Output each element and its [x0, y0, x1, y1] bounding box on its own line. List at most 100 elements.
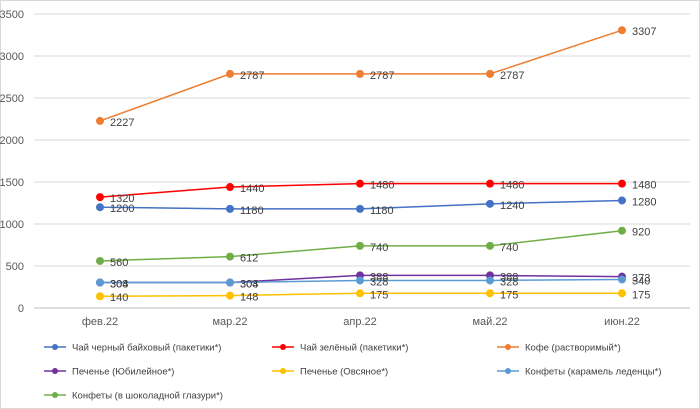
data-point: [356, 179, 364, 188]
data-point: [226, 291, 234, 300]
data-label: 1480: [632, 180, 656, 192]
data-point: [356, 276, 364, 285]
data-point: [618, 226, 626, 235]
data-point: [356, 241, 364, 250]
data-point: [486, 179, 494, 188]
y-tick-label: 2000: [0, 135, 24, 147]
x-tick-label: май.22: [472, 316, 507, 328]
data-label: 304: [240, 278, 258, 290]
gridlines: [34, 13, 690, 309]
data-label: 1480: [370, 180, 394, 192]
data-label: 920: [632, 227, 650, 239]
data-label: 175: [632, 289, 650, 301]
data-label: 2227: [110, 117, 134, 129]
x-tick-label: июн.22: [604, 316, 640, 328]
legend-label: Чай зелёный (пакетики*): [300, 343, 408, 354]
data-point: [226, 183, 234, 192]
data-point: [486, 276, 494, 285]
legend-marker: [52, 392, 58, 398]
data-label: 1320: [110, 193, 134, 205]
data-labels: 1200 1180 1180 1240 1280 1320 1440 1480 1480 1480…: [110, 26, 656, 304]
y-tick-label: 3500: [0, 9, 24, 21]
data-point: [618, 275, 626, 284]
series-lines: [96, 26, 626, 301]
legend-label: Конфеты (в шоколадной глазури*): [72, 391, 223, 402]
x-tick-label: фев.22: [82, 316, 118, 328]
y-tick-label: 2500: [0, 93, 24, 105]
data-label: 303: [240, 279, 258, 291]
data-point: [96, 278, 104, 287]
data-point: [486, 289, 494, 298]
data-point: [226, 252, 234, 261]
data-point: [96, 203, 104, 212]
legend-marker: [280, 368, 286, 374]
legend-label: Конфеты (карамель леденцы*): [525, 367, 662, 378]
data-label: 304: [110, 278, 128, 290]
data-point: [618, 179, 626, 188]
legend-marker: [280, 344, 286, 350]
data-label: 560: [110, 257, 128, 269]
y-axis-tick-labels: 0 500 1000 1500 2000 2500 3000 3500: [0, 9, 24, 315]
data-label: 1200: [110, 203, 134, 215]
data-label: 1440: [240, 183, 264, 195]
legend-label: Чай черный байховый (пакетики*): [72, 343, 221, 354]
data-point: [618, 196, 626, 205]
y-tick-label: 1500: [0, 177, 24, 189]
legend-marker: [52, 344, 58, 350]
data-label: 388: [500, 271, 518, 283]
legend-marker: [52, 368, 58, 374]
data-point: [356, 204, 364, 213]
x-tick-label: апр.22: [343, 316, 376, 328]
data-point: [486, 241, 494, 250]
data-label: 303: [110, 279, 128, 291]
data-point: [96, 116, 104, 125]
data-label: 328: [370, 276, 388, 288]
x-axis-tick-labels: фев.22 мар.22 апр.22 май.22 июн.22: [82, 316, 640, 328]
data-point: [618, 26, 626, 35]
legend-label: Кофе (растворимый*): [525, 343, 621, 354]
data-label: 2787: [370, 70, 394, 82]
data-point: [226, 69, 234, 78]
data-point: [96, 256, 104, 265]
data-label: 373: [632, 273, 650, 285]
data-label: 175: [500, 289, 518, 301]
y-tick-label: 3000: [0, 51, 24, 63]
data-point: [618, 289, 626, 298]
legend-label: Печенье (Овсяное*): [300, 367, 388, 378]
legend-item: Конфеты (в шоколадной глазури*): [44, 391, 223, 402]
data-label: 340: [632, 275, 650, 287]
data-label: 140: [110, 292, 128, 304]
data-label: 612: [240, 253, 258, 265]
data-label: 740: [370, 242, 388, 254]
data-label: 2787: [500, 70, 524, 82]
data-label: 148: [240, 292, 258, 304]
legend-marker: [505, 368, 511, 374]
data-label: 740: [500, 242, 518, 254]
legend-label: Печенье (Юбилейное*): [72, 367, 174, 378]
data-label: 175: [370, 289, 388, 301]
data-label: 1480: [500, 180, 524, 192]
data-point: [96, 193, 104, 202]
data-label: 1180: [240, 205, 264, 217]
y-tick-label: 1000: [0, 219, 24, 231]
legend-item: Кофе (растворимый*): [497, 343, 621, 354]
data-point: [486, 199, 494, 208]
legend-marker: [505, 344, 511, 350]
data-point: [356, 69, 364, 78]
data-label: 1180: [370, 205, 394, 217]
x-tick-label: мар.22: [212, 316, 247, 328]
data-point: [356, 289, 364, 298]
y-tick-label: 500: [6, 261, 24, 273]
legend-item: Конфеты (карамель леденцы*): [497, 367, 662, 378]
data-label: 1240: [500, 200, 524, 212]
legend: Чай черный байховый (пакетики*) Чай зелён…: [44, 343, 662, 402]
legend-item: Чай зелёный (пакетики*): [272, 343, 408, 354]
data-point: [486, 69, 494, 78]
legend-item: Печенье (Юбилейное*): [44, 367, 174, 378]
data-label: 328: [500, 276, 518, 288]
data-label: 2787: [240, 70, 264, 82]
data-label: 3307: [632, 26, 656, 38]
